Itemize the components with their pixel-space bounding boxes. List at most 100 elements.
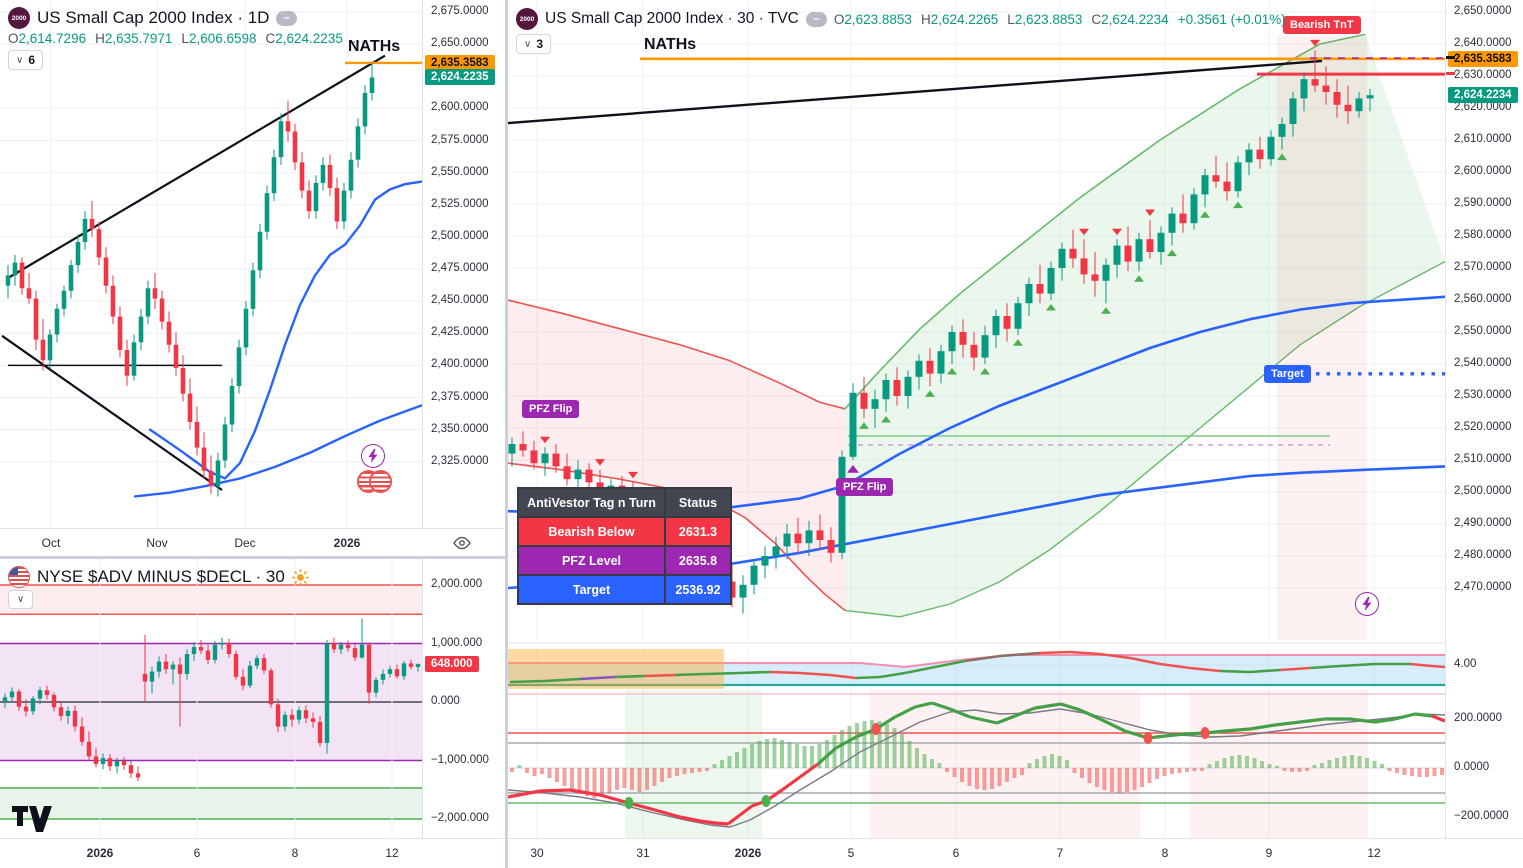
daily-high-price-badge: 2,635.3583 xyxy=(425,55,495,71)
table-header-status: Status xyxy=(666,489,730,516)
time-tick: 2026 xyxy=(734,846,762,860)
price-tick: 1,000.000 xyxy=(431,636,483,649)
time-tick: 6 xyxy=(952,846,960,860)
daily-naths-annotation: NATHs xyxy=(348,38,401,55)
pane-divider-horizontal[interactable] xyxy=(0,556,505,559)
price-tick: 2,560.0000 xyxy=(1454,293,1512,305)
lightning-icon[interactable] xyxy=(361,444,385,468)
daily-open-label: O xyxy=(8,31,19,46)
daily-high-value: 2,635.7971 xyxy=(104,31,173,46)
intraday-high-price-badge: 2,635.3583 xyxy=(1448,51,1518,67)
daily-ohlc-more[interactable]: … xyxy=(351,31,366,46)
daily-indicator-dropdown[interactable]: ∨ 6 xyxy=(8,50,44,70)
time-tick: 12 xyxy=(385,846,399,860)
us-flag-icon xyxy=(8,566,30,588)
breadth-price-scale[interactable]: 648.000 2,000.000 1,000.000 0.000 −1,000.00… xyxy=(422,559,506,838)
daily-time-scale[interactable]: Oct Nov Dec 2026 xyxy=(0,528,505,557)
intraday-symbol-logo-icon[interactable]: 2000 xyxy=(516,8,538,30)
daily-open-value: 2,614.7296 xyxy=(18,31,87,46)
time-tick: 6 xyxy=(193,846,201,860)
price-tick: 0.000 xyxy=(431,695,460,707)
time-tick: 8 xyxy=(291,846,299,860)
price-tick: 2,570.0000 xyxy=(1454,261,1512,273)
chevron-down-icon: ∨ xyxy=(16,54,24,66)
table-header-strategy: AntiVestor Tag n Turn xyxy=(519,489,664,516)
intraday-indicator-dropdown[interactable]: ∨ 3 xyxy=(516,34,552,54)
lightning-icon[interactable] xyxy=(1355,592,1379,616)
daily-price-scale[interactable]: 2,635.3583 2,624.2235 2,675.0000 2,650.00… xyxy=(422,0,506,528)
price-tick: 2,400.0000 xyxy=(431,358,489,371)
antivestor-status-table: AntiVestor Tag n Turn Status Bearish Bel… xyxy=(517,487,732,605)
price-tick: 2,540.0000 xyxy=(1454,357,1512,369)
target-label[interactable]: Target xyxy=(1264,365,1311,383)
time-tick: Dec xyxy=(234,536,256,550)
bottom-time-scale[interactable]: 2026 6 8 12 30 31 2026 5 6 7 8 9 12 xyxy=(0,838,1523,868)
intraday-naths-annotation: NATHs xyxy=(644,36,697,53)
price-tick: 2,520.0000 xyxy=(1454,421,1512,433)
breadth-chart-title[interactable]: NYSE $ADV MINUS $DECL · 30 xyxy=(37,567,285,586)
bearish-tnt-label[interactable]: Bearish TnT xyxy=(1283,16,1361,34)
price-tick: −200.0000 xyxy=(1454,810,1509,822)
time-tick: 9 xyxy=(1265,846,1273,860)
breadth-indicator-dropdown[interactable]: ∨ xyxy=(8,590,34,609)
time-tick: 31 xyxy=(636,846,650,860)
trendline-axis-mark xyxy=(1446,56,1455,59)
daily-ohlc-row: O2,614.7296 H2,635.7971 L2,606.6598 C2,6… xyxy=(8,31,365,46)
price-tick: −1,000.000 xyxy=(431,753,489,766)
pfz-flip-label[interactable]: PFZ Flip xyxy=(836,478,894,496)
price-tick: 2,550.0000 xyxy=(1454,325,1512,337)
intraday-chart-canvas[interactable] xyxy=(508,0,1445,838)
price-tick: 2,425.0000 xyxy=(431,326,489,339)
daily-close-label: C xyxy=(265,31,276,46)
daily-low-label: L xyxy=(181,31,189,46)
economic-event-flag-icon[interactable] xyxy=(369,470,392,493)
price-tick: 2,610.0000 xyxy=(1454,133,1512,145)
table-row-bearish-label: Bearish Below xyxy=(519,518,664,545)
table-row-target-label: Target xyxy=(519,576,664,603)
table-row-pfz-value: 2635.8 xyxy=(666,547,730,574)
daily-close-value: 2,624.2235 xyxy=(275,31,343,46)
time-tick: 7 xyxy=(1056,846,1064,860)
price-tick: 2,510.0000 xyxy=(1454,453,1512,465)
intraday-low-value: 2,623.8853 xyxy=(1014,11,1083,27)
breadth-header: NYSE $ADV MINUS $DECL · 30 xyxy=(8,566,309,588)
price-tick: 2,575.0000 xyxy=(431,133,489,146)
intraday-price-scale[interactable]: 2,635.3583 2,624.2234 2,650.0000 2,640.00… xyxy=(1445,0,1523,838)
daily-chart-canvas[interactable] xyxy=(0,0,424,528)
price-tick: 2,490.0000 xyxy=(1454,517,1512,529)
chevron-down-icon: ∨ xyxy=(17,594,25,605)
intraday-open-value: 2,623.8853 xyxy=(844,11,912,27)
breadth-chart-canvas[interactable] xyxy=(0,559,424,838)
pane-divider-vertical[interactable] xyxy=(505,0,508,868)
price-tick: 2,470.0000 xyxy=(1454,581,1512,593)
daily-legend-collapse-icon[interactable]: – xyxy=(276,10,298,26)
price-tick: 2,325.0000 xyxy=(431,454,489,467)
eye-icon[interactable] xyxy=(452,535,472,551)
daily-last-price-badge: 2,624.2235 xyxy=(425,69,495,85)
tradingview-logo-icon[interactable] xyxy=(12,806,52,832)
price-tick: 2,675.0000 xyxy=(431,5,489,17)
intraday-chart-title[interactable]: US Small Cap 2000 Index · 30 · TVC xyxy=(545,10,799,27)
price-tick: 2,000.000 xyxy=(431,578,483,590)
pfz-flip-label[interactable]: PFZ Flip xyxy=(522,400,580,418)
price-tick: 2,500.0000 xyxy=(431,229,489,242)
intraday-high-value: 2,624.2265 xyxy=(930,11,999,27)
price-tick: 2,450.0000 xyxy=(431,294,489,307)
daily-chart-title[interactable]: US Small Cap 2000 Index · 1D xyxy=(37,8,270,27)
daily-low-value: 2,606.6598 xyxy=(188,31,257,46)
price-tick: 2,525.0000 xyxy=(431,197,489,210)
price-tick: 0.0000 xyxy=(1454,761,1490,773)
intraday-legend-collapse-icon[interactable]: – xyxy=(805,11,827,27)
red-level-axis-mark xyxy=(1446,72,1455,75)
price-tick: 2,550.0000 xyxy=(431,165,489,178)
intraday-close-value: 2,624.2234 xyxy=(1101,11,1169,27)
intraday-last-price-badge: 2,624.2234 xyxy=(1448,87,1518,103)
intraday-low-label: L xyxy=(1007,11,1015,27)
table-row-bearish-value: 2631.3 xyxy=(666,518,730,545)
price-tick: −2,000.000 xyxy=(431,812,489,824)
price-tick: 2,475.0000 xyxy=(431,262,489,274)
daily-symbol-logo-icon[interactable]: 2000 xyxy=(8,7,30,29)
price-tick: 2,600.0000 xyxy=(431,101,489,114)
price-tick: 2,590.0000 xyxy=(1454,197,1512,209)
